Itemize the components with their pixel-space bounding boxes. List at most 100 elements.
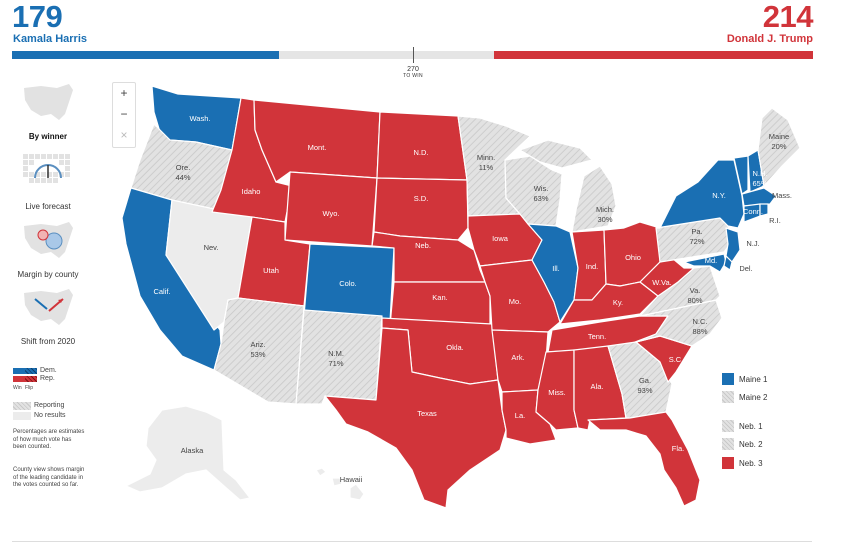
legend-rep-label: Rep. — [40, 375, 55, 382]
legend-reporting-label: Reporting — [34, 402, 65, 409]
label-nm: N.M. — [328, 349, 344, 358]
uncalled-vote-bar — [279, 51, 494, 59]
legend-note-percentages: Percentages are estimates of how much vo… — [13, 429, 85, 450]
label-tenn: Tenn. — [588, 332, 606, 341]
label-ri: R.I. — [769, 216, 781, 225]
state-south-dakota[interactable] — [373, 177, 469, 241]
label-vt: Vt. — [735, 146, 744, 155]
legend-flip-label: Flip — [25, 385, 34, 391]
label-pa-pct: 72% — [689, 237, 704, 246]
state-new-york[interactable] — [655, 159, 745, 229]
trump-name: Donald J. Trump — [726, 33, 813, 45]
label-wva: W.Va. — [652, 278, 671, 287]
state-delaware[interactable] — [723, 255, 733, 271]
state-north-carolina[interactable] — [635, 299, 723, 347]
view-margin-by-county-label: Margin by county — [17, 270, 79, 279]
label-nj: N.J. — [746, 239, 759, 248]
label-minn-pct: 11% — [479, 163, 494, 172]
label-ariz-pct: 53% — [250, 350, 265, 359]
label-okla: Okla. — [446, 343, 464, 352]
state-michigan[interactable] — [571, 165, 617, 233]
label-md: Md. — [705, 256, 718, 265]
district-neb-3-swatch — [722, 457, 734, 469]
label-wis: Wis. — [534, 184, 549, 193]
legend-dem-flip-swatch — [25, 368, 37, 374]
label-fla: Fla. — [672, 444, 685, 453]
label-maine: Maine — [769, 132, 789, 141]
state-new-jersey[interactable] — [725, 227, 741, 263]
state-maine[interactable] — [757, 107, 801, 187]
state-wisconsin[interactable] — [504, 155, 563, 227]
label-nm-pct: 71% — [328, 359, 343, 368]
view-by-winner[interactable]: By winner — [12, 80, 84, 141]
label-nev: Nev. — [204, 243, 219, 252]
label-ore: Ore. — [176, 163, 191, 172]
zoom-reset-button[interactable]: × — [120, 128, 128, 142]
state-michigan-up[interactable] — [519, 139, 593, 169]
state-alaska[interactable] — [125, 405, 251, 501]
district-neb-2-swatch — [722, 438, 734, 450]
win-threshold-number: 270 — [407, 66, 419, 73]
win-threshold-marker — [413, 47, 414, 63]
label-mass: Mass. — [772, 191, 792, 200]
label-colo: Colo. — [339, 279, 357, 288]
label-hawaii: Hawaii — [340, 475, 363, 484]
label-ariz: Ariz. — [251, 340, 266, 349]
label-wyo: Wyo. — [322, 209, 339, 218]
state-vermont[interactable] — [733, 155, 749, 195]
state-florida[interactable] — [587, 411, 701, 507]
legend-no-results-swatch — [13, 412, 31, 420]
zoom-out-button[interactable]: − — [120, 107, 128, 121]
label-nd: N.D. — [414, 148, 429, 157]
gauge-icon — [23, 154, 70, 183]
bubble-map-icon — [24, 222, 73, 258]
win-threshold-label: TO WIN — [403, 73, 423, 79]
label-mich-pct: 30% — [597, 215, 612, 224]
view-margin-by-county[interactable]: Margin by county — [12, 218, 84, 279]
legend-dem-win-swatch — [13, 368, 25, 374]
district-maine-2-swatch — [722, 391, 734, 403]
state-hawaii[interactable] — [315, 467, 365, 501]
zoom-in-button[interactable]: + — [120, 86, 128, 100]
state-rhode-island[interactable] — [759, 203, 769, 217]
label-nc: N.C. — [693, 317, 708, 326]
label-ala: Ala. — [591, 382, 604, 391]
label-wash: Wash. — [190, 114, 211, 123]
label-mo: Mo. — [509, 297, 522, 306]
label-nc-pct: 88% — [692, 327, 707, 336]
label-sc: S.C. — [669, 355, 684, 364]
district-neb-1-label: Neb. 1 — [739, 422, 763, 431]
state-maryland[interactable] — [683, 253, 727, 273]
label-ore-pct: 44% — [175, 173, 190, 182]
label-kan: Kan. — [432, 293, 447, 302]
view-live-forecast-label: Live forecast — [25, 202, 71, 211]
label-del: Del. — [739, 264, 752, 273]
state-north-dakota[interactable] — [376, 111, 468, 181]
legend-win-label: Win — [13, 385, 22, 391]
district-neb-1-swatch — [722, 420, 734, 432]
state-massachusetts[interactable] — [741, 187, 777, 207]
label-nh: N.H. — [753, 169, 768, 178]
us-map-thumbnail-icon — [24, 84, 73, 120]
label-ind: Ind. — [586, 262, 599, 271]
label-texas: Texas — [417, 409, 437, 418]
label-la: La. — [515, 411, 525, 420]
label-ill: Ill. — [552, 264, 560, 273]
state-montana[interactable] — [253, 99, 381, 183]
label-mont: Mont. — [308, 143, 327, 152]
label-nh-pct: 65% — [752, 179, 767, 188]
harris-name: Kamala Harris — [13, 33, 87, 45]
view-shift-from-2020[interactable]: Shift from 2020 — [12, 285, 84, 346]
state-texas[interactable] — [324, 327, 507, 509]
view-live-forecast[interactable]: Live forecast — [12, 150, 84, 211]
label-minn: Minn. — [477, 153, 495, 162]
district-neb-2-label: Neb. 2 — [739, 440, 763, 449]
view-shift-from-2020-label: Shift from 2020 — [20, 337, 76, 346]
label-va: Va. — [690, 286, 701, 295]
label-ga-pct: 93% — [637, 386, 652, 395]
legend-note-county: County view shows margin of the leading … — [13, 467, 85, 488]
view-by-winner-label: By winner — [28, 132, 68, 141]
label-idaho: Idaho — [242, 187, 261, 196]
state-illinois[interactable] — [527, 223, 579, 323]
district-maine-1-swatch — [722, 373, 734, 385]
